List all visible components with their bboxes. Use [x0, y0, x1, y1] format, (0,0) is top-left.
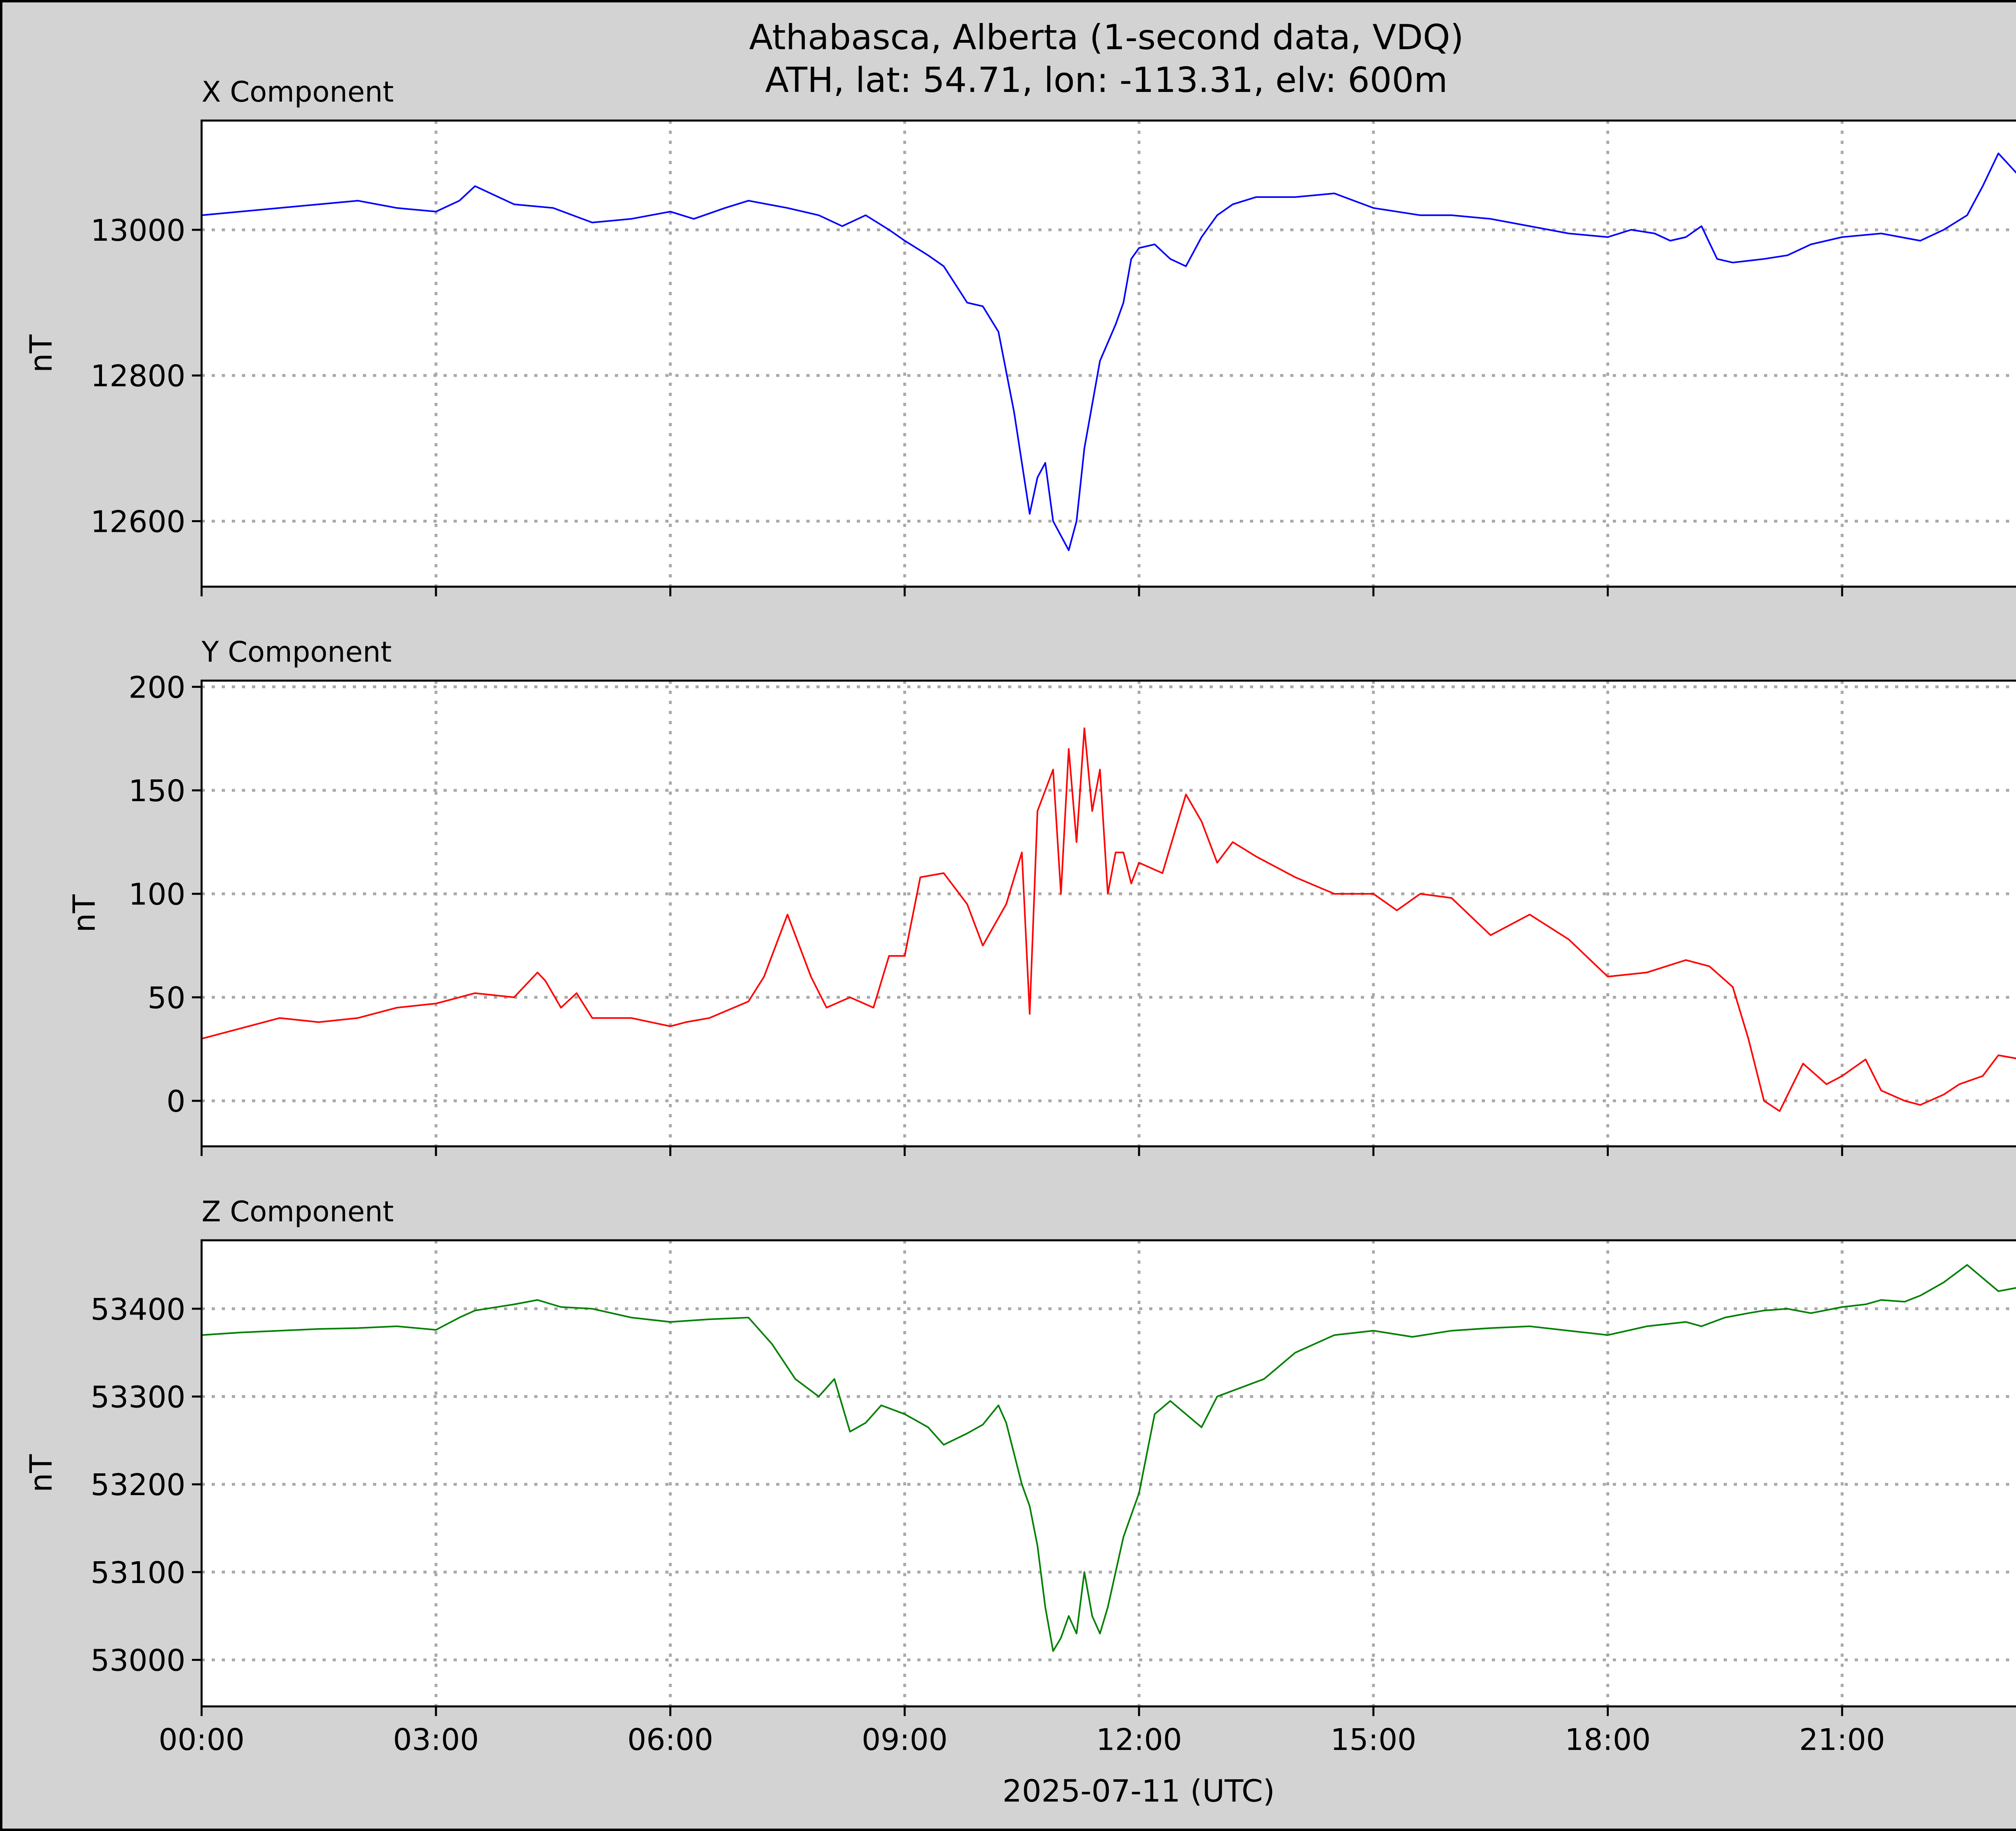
x-tick-label: 06:00: [627, 1723, 713, 1757]
panel-title: Y Component: [201, 635, 392, 669]
y-axis-label: nT: [23, 1454, 59, 1492]
data-series-line: [201, 727, 2016, 1112]
panel-title: Z Component: [202, 1195, 394, 1228]
x-tick-label: 15:00: [1331, 1723, 1416, 1757]
y-tick-label: 53200: [91, 1468, 185, 1502]
data-series-line: [201, 1264, 2016, 1652]
panels: 12600 12800 13000 X Component nT 0 50 100 150 200…: [23, 75, 2016, 1757]
figure-title-line1: Athabasca, Alberta (1-second data, VDQ): [749, 17, 1464, 58]
y-tick-label: 53000: [91, 1644, 185, 1678]
y-tick-label: 0: [167, 1084, 185, 1119]
y-tick-label: 200: [129, 670, 185, 705]
x-tick-label: 03:00: [393, 1723, 479, 1757]
y-tick-label: 53400: [91, 1292, 185, 1327]
panel-3: 53000 53100 53200 53300 53400 00:00 03:00 06:00…: [23, 1195, 2016, 1757]
x-tick-label: 00:00: [158, 1723, 244, 1757]
y-axis-label: nT: [66, 894, 102, 933]
y-tick-label: 150: [129, 774, 185, 808]
y-tick-label: 12600: [91, 504, 185, 539]
y-tick-label: 53300: [91, 1380, 185, 1415]
y-tick-label: 50: [148, 981, 185, 1015]
y-tick-label: 13000: [91, 213, 185, 248]
y-tick-label: 12800: [91, 359, 185, 394]
y-tick-label: 100: [129, 877, 185, 912]
plot-area: [202, 121, 2016, 587]
figure-title-line2: ATH, lat: 54.71, lon: -113.31, elv: 600m: [765, 60, 1448, 100]
y-axis-label: nT: [23, 334, 59, 373]
x-tick-label: 18:00: [1565, 1723, 1651, 1757]
x-tick-label: 12:00: [1096, 1723, 1182, 1757]
x-tick-label: 09:00: [862, 1723, 948, 1757]
panel-1: 12600 12800 13000 X Component nT: [23, 75, 2016, 596]
x-tick-label: 21:00: [1799, 1723, 1885, 1757]
panel-2: 0 50 100 150 200 Y Component nT: [66, 635, 2016, 1156]
x-axis-label: 2025-07-11 (UTC): [1002, 1773, 1275, 1809]
panel-title: X Component: [202, 75, 394, 108]
y-tick-label: 53100: [91, 1556, 185, 1590]
plot-area: [202, 1240, 2016, 1706]
data-series-line: [201, 152, 2016, 551]
plot-area: [202, 681, 2016, 1146]
